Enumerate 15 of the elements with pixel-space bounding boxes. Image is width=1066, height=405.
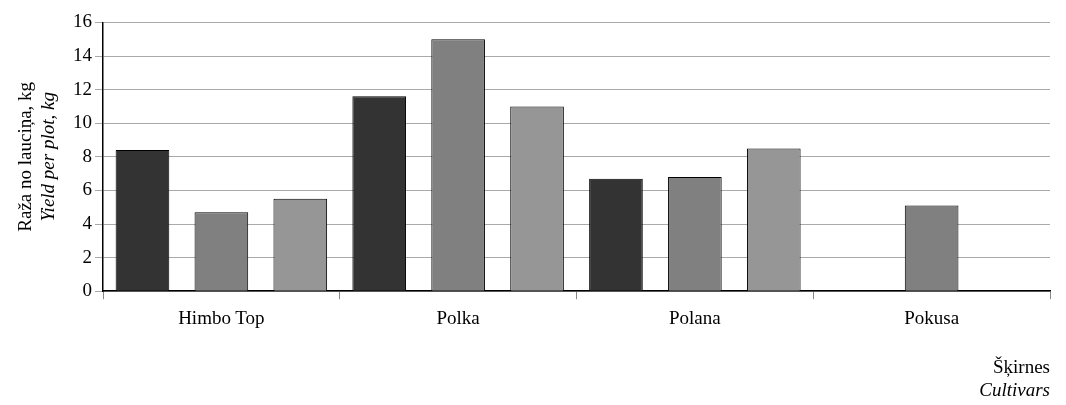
y-tick-label: 6 (82, 178, 92, 200)
y-tick-label: 14 (73, 43, 93, 65)
x-axis-title: Šķirnes Cultivars (979, 356, 1050, 401)
y-axis-title: Raža no lauciņa, kg Yield per plot, kg (13, 81, 58, 232)
y-tick-label: 2 (82, 245, 92, 267)
y-tick-label: 4 (82, 211, 93, 233)
y-tick-label: 8 (82, 144, 92, 166)
x-tick-label: Pokusa (904, 306, 960, 328)
x-tick-label: Polka (436, 306, 481, 328)
x-tick-label: Polana (669, 306, 722, 328)
y-tick-label: 16 (73, 10, 92, 32)
y-tick-label: 12 (73, 77, 92, 99)
y-tick-label: 0 (82, 279, 92, 301)
x-tick-label: Himbo Top (178, 306, 265, 328)
y-tick-label: 10 (73, 111, 92, 133)
